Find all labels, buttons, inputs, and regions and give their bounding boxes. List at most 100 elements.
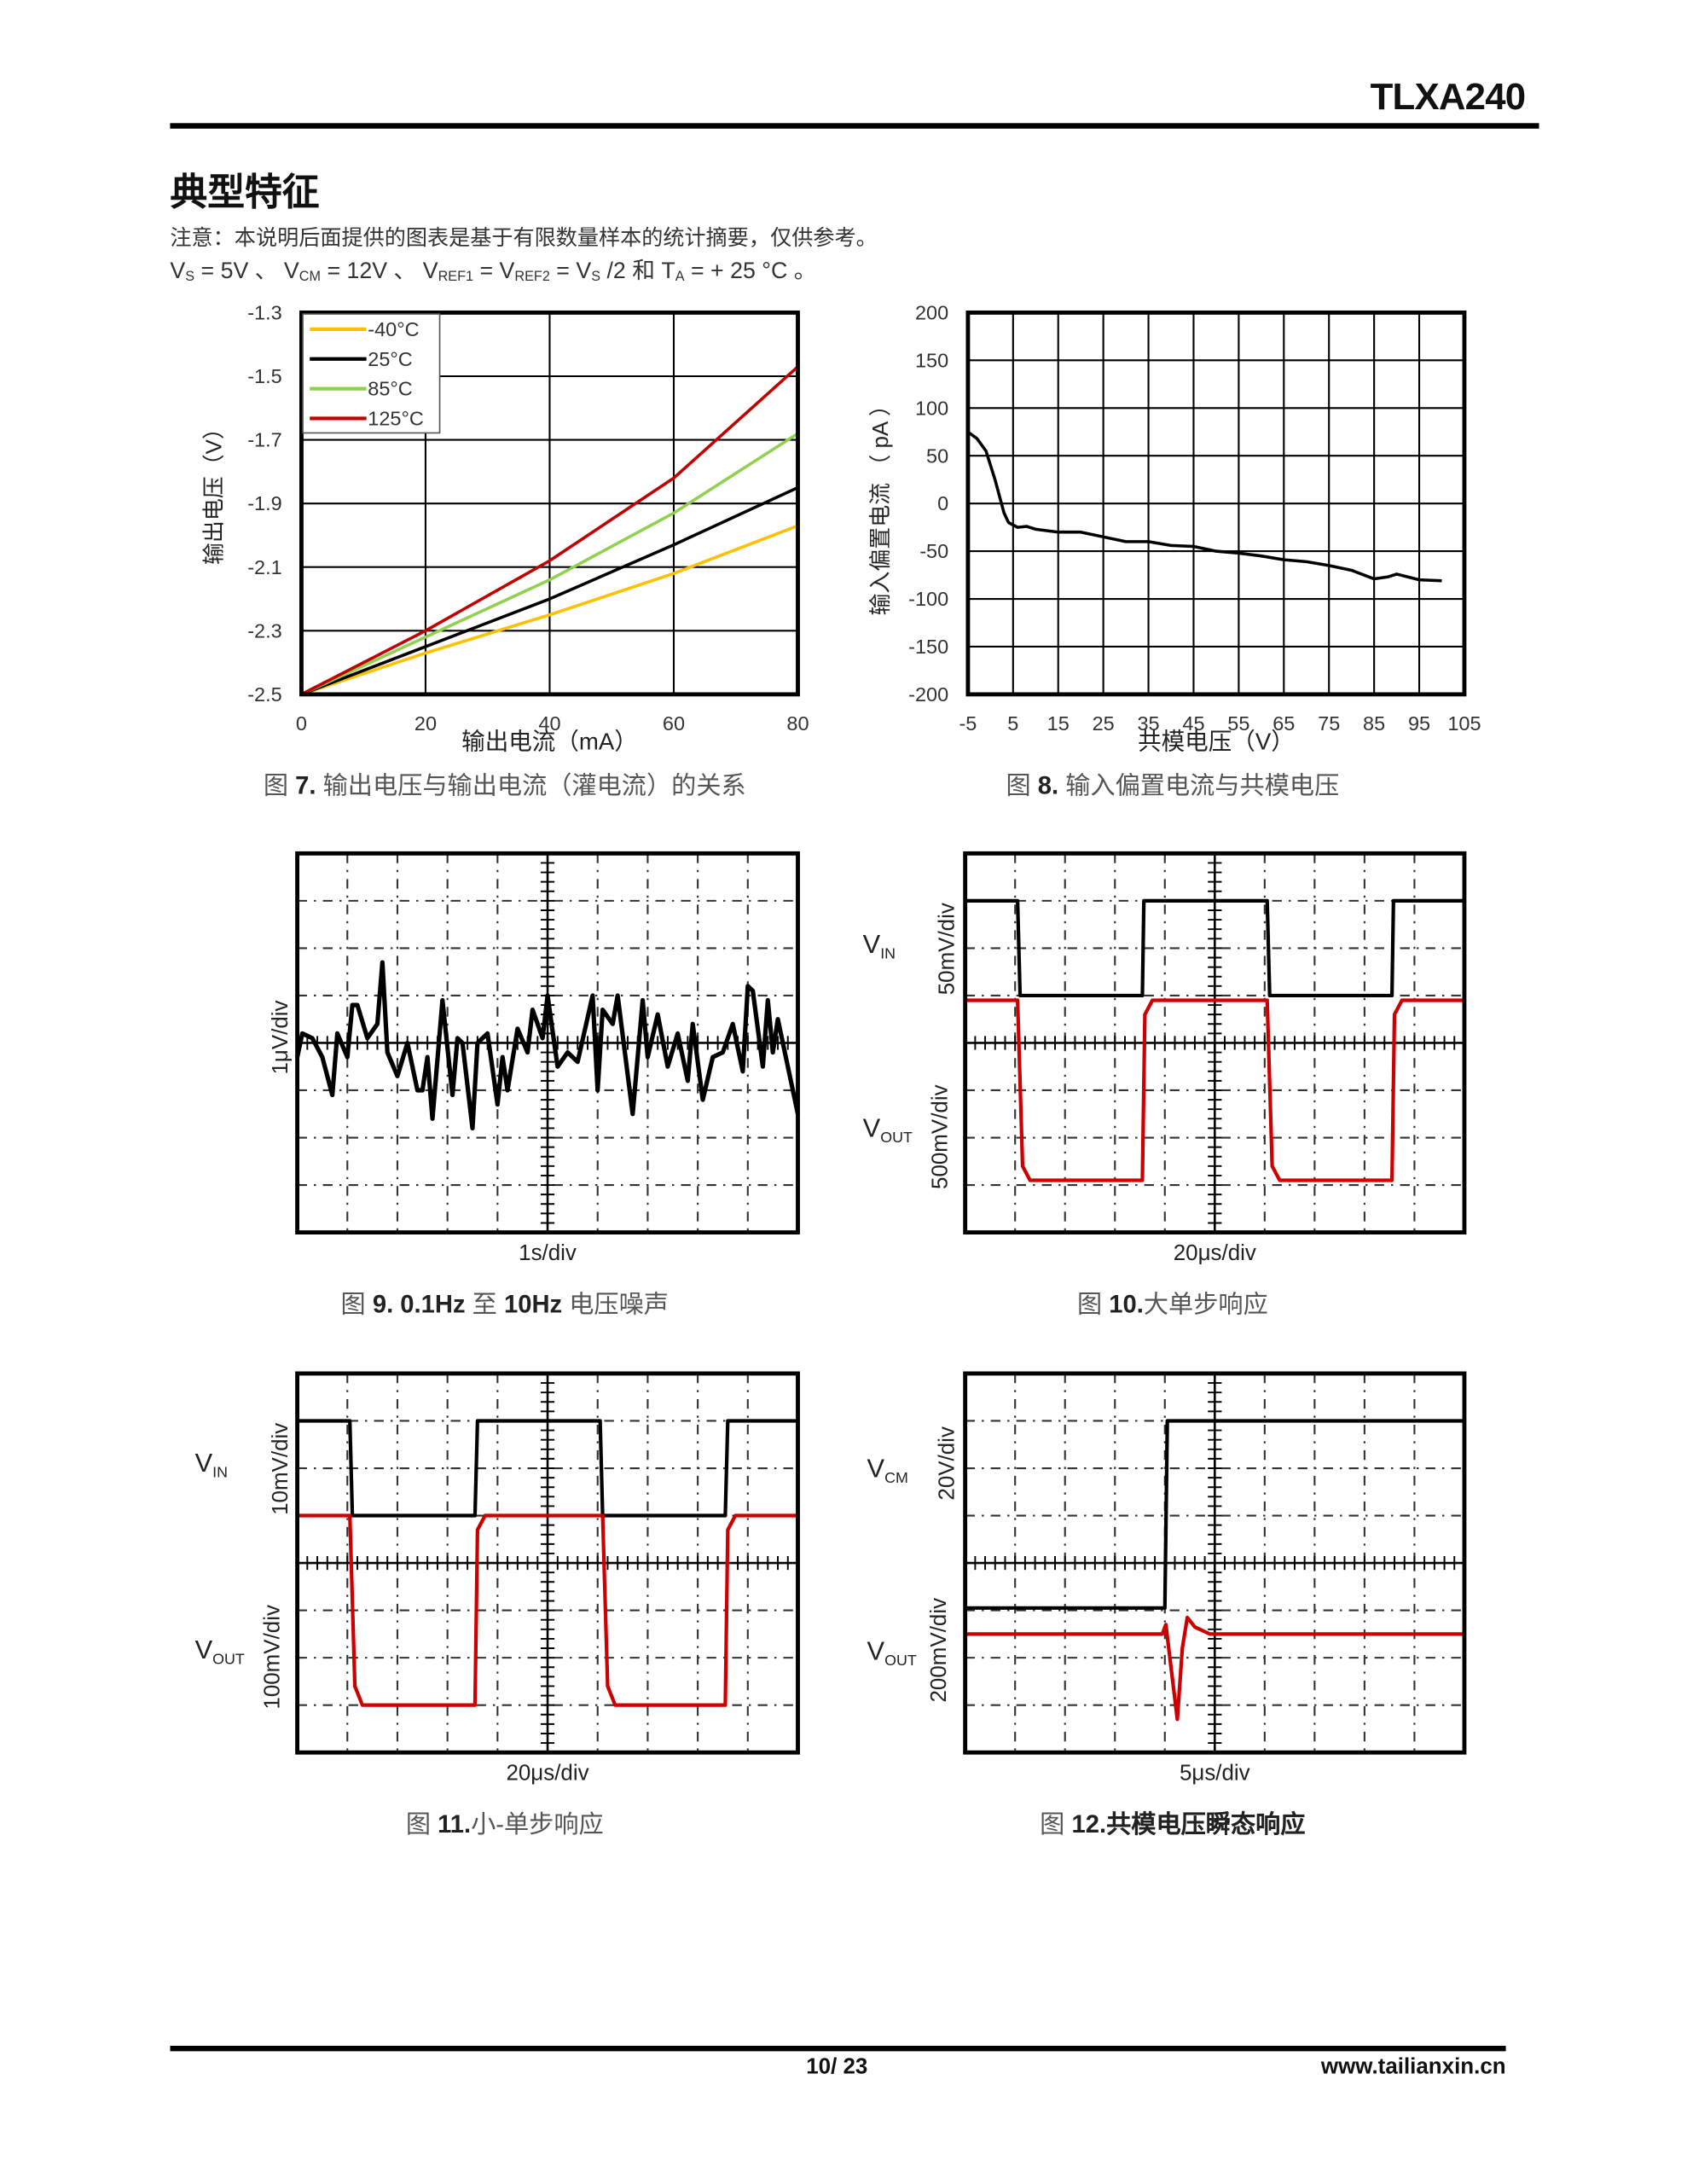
y-tick-label: -2.3	[247, 619, 282, 642]
fig7-chart: 0 20 40 60 80 -2.5 -2.3 -2.1 -1.9 -1.7 -1.5 -1.3 输出电…	[201, 302, 809, 755]
cond-vref1: V	[422, 258, 438, 284]
time-scale-label: 20μs/div	[1174, 1241, 1256, 1265]
caption-number-2: 10Hz	[503, 1290, 563, 1319]
x-tick-label: 45	[1182, 712, 1204, 735]
series-line-0	[965, 898, 1464, 998]
channel-label-sub: IN	[880, 945, 896, 962]
x-tick-label: 5	[1007, 712, 1018, 735]
x-axis-title: 输出电流（mA）	[461, 729, 638, 755]
time-scale-label: 20μs/div	[506, 1762, 588, 1786]
figure-7-caption: 图 7. 输出电压与输出电流（灌电流）的关系	[264, 766, 746, 802]
cond-vs-sub: S	[185, 270, 195, 285]
channel-label: VOUT	[863, 1113, 913, 1146]
channel-label-sub: IN	[212, 1464, 228, 1481]
figure-9-caption: 图 9. 0.1Hz 至 10Hz 电压噪声	[341, 1285, 669, 1321]
x-tick-label: 65	[1272, 712, 1295, 735]
caption-text: 共模电压瞬态响应	[1106, 1810, 1306, 1838]
channel-scale-label: 20V/div	[936, 1426, 959, 1501]
cond-vs2-sub: S	[591, 270, 601, 285]
cond-vs2: V	[576, 258, 592, 284]
figure-11-caption: 图 11.小-单步响应	[406, 1805, 604, 1841]
series-line-0	[965, 1419, 1464, 1610]
series-line-0	[966, 430, 1442, 583]
legend-label: 25°C	[368, 348, 413, 370]
channel-label-main: V	[863, 929, 881, 959]
x-tick-label: -5	[959, 712, 977, 735]
test-conditions: VS = 5V 、 VCM = 12V 、 VREF1 = VREF2 = VS…	[170, 252, 816, 285]
website-link[interactable]: www.tailianxin.cn	[1320, 2055, 1506, 2079]
caption-text: 电压噪声	[562, 1290, 669, 1319]
caption-prefix: 图	[405, 1810, 438, 1838]
legend-label: -40°C	[368, 318, 419, 340]
x-tick-label: 35	[1137, 712, 1159, 735]
time-scale-label: 5μs/div	[1180, 1762, 1250, 1786]
plot-frame	[965, 310, 1467, 697]
volt-scale-label: 1μV/div	[269, 1000, 293, 1074]
caption-number: 9. 0.1Hz	[372, 1290, 466, 1319]
channel-label: VOUT	[867, 1636, 917, 1669]
y-tick-label: -2.5	[247, 683, 282, 706]
legend-label: 125°C	[368, 408, 424, 430]
y-axis-title: 输出电压（V）	[201, 417, 226, 565]
section-title: 典型特征	[170, 171, 320, 213]
channel-label: VOUT	[195, 1635, 245, 1667]
scope-frame	[295, 851, 800, 1235]
cond-vcm-value: = 12V 、	[321, 258, 423, 284]
cond-ta-sub: A	[675, 270, 685, 285]
channel-label: VIN	[195, 1448, 228, 1480]
caption-text: 输出电压与输出电流（灌电流）的关系	[316, 771, 746, 800]
y-tick-label: 100	[915, 397, 948, 419]
header-rule	[170, 123, 1539, 129]
figure-12-caption: 图 12.共模电压瞬态响应	[1040, 1805, 1305, 1841]
series-line-1	[297, 1513, 798, 1707]
y-tick-label: -1.3	[247, 302, 282, 324]
cond-ta-value: = + 25 °C 。	[684, 258, 817, 284]
y-tick-label: -100	[908, 588, 948, 610]
y-tick-label: -2.1	[247, 556, 282, 578]
y-tick-label: -200	[908, 683, 948, 706]
caption-text: 小-单步响应	[471, 1810, 604, 1838]
time-scale-label: 1s/div	[519, 1241, 577, 1265]
scope-frame	[963, 851, 1467, 1235]
caption-text: 输入偏置电流与共模电压	[1058, 771, 1340, 800]
y-tick-label: -50	[919, 540, 948, 562]
x-tick-label: 95	[1408, 712, 1430, 735]
cond-vref2: V	[499, 258, 515, 284]
series-line-0	[295, 960, 801, 1131]
channel-label-sub: OUT	[884, 1652, 917, 1669]
cond-vref1-sub: REF1	[438, 270, 474, 285]
caption-number: 10.	[1109, 1290, 1144, 1319]
caption-prefix: 图	[1076, 1290, 1110, 1319]
y-tick-label: 150	[915, 349, 948, 371]
channel-label-main: V	[195, 1635, 213, 1664]
caption-number: 11.	[438, 1810, 472, 1838]
figure-8-caption: 图 8. 输入偏置电流与共模电压	[1006, 766, 1339, 802]
y-axis-title: 输入偏置电流 （ pA ）	[868, 394, 893, 615]
channel-label-main: V	[195, 1448, 213, 1478]
cond-vcm: V	[283, 258, 299, 284]
x-axis-title: 共模电压（V）	[1138, 729, 1295, 755]
x-tick-label: 0	[296, 712, 307, 735]
series-line-0	[300, 524, 799, 696]
legend-label: 85°C	[368, 378, 413, 400]
cond-vref2-sub: REF2	[514, 270, 550, 285]
series-line-1	[965, 998, 1464, 1182]
y-tick-label: 0	[937, 492, 948, 514]
cond-vcm-sub: CM	[299, 270, 322, 285]
caption-prefix: 图	[1006, 771, 1038, 800]
channel-label: VCM	[867, 1454, 908, 1486]
cond-vref1-value: =	[473, 258, 500, 284]
cond-vs-value: = 5V 、	[194, 258, 284, 284]
y-tick-label: 50	[926, 444, 948, 467]
x-tick-label: 105	[1447, 712, 1481, 735]
legend-box	[302, 313, 441, 434]
series-line-2	[300, 432, 799, 696]
series-line-1	[965, 1615, 1464, 1722]
channel-label-sub: OUT	[212, 1650, 245, 1667]
channel-scale-label: 100mV/div	[261, 1605, 285, 1710]
caption-text: 大单步响应	[1143, 1290, 1268, 1319]
